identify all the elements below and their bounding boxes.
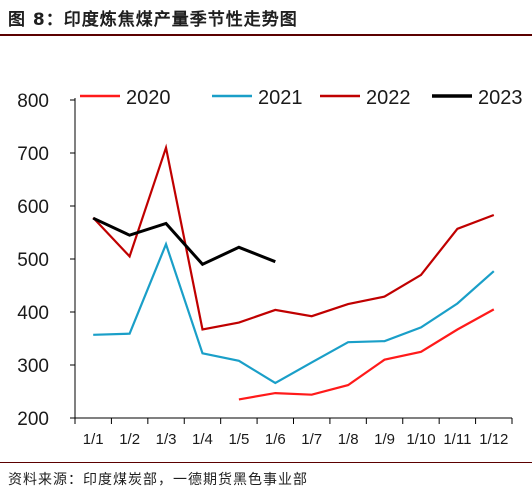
series-line-2023 bbox=[92, 216, 276, 267]
x-tick-label: 1/9 bbox=[374, 431, 395, 448]
x-tick-label: 1/2 bbox=[119, 431, 140, 448]
x-tick-label: 1/4 bbox=[192, 431, 213, 448]
legend-label-2023: 2023 bbox=[478, 87, 523, 109]
series-line-2020 bbox=[238, 308, 495, 401]
x-tick-label: 1/7 bbox=[301, 431, 322, 448]
series-line-2021 bbox=[93, 241, 495, 385]
legend-label-2020: 2020 bbox=[126, 87, 171, 109]
chart-area: 200 300 400 500 600 700 800 1/1 1/2 1/3 1/4 1/5 1/6 1… bbox=[0, 38, 532, 458]
y-tick-label: 300 bbox=[17, 356, 49, 377]
legend-label-2022: 2022 bbox=[366, 87, 411, 109]
x-tick-label: 1/11 bbox=[443, 431, 471, 448]
x-tick-label: 1/6 bbox=[265, 431, 286, 448]
y-tick-label: 500 bbox=[17, 250, 49, 271]
y-tick-label: 600 bbox=[17, 197, 49, 218]
source-divider bbox=[0, 462, 532, 463]
x-tick-label: 1/3 bbox=[156, 431, 177, 448]
title-divider bbox=[0, 34, 532, 36]
legend-label-2021: 2021 bbox=[258, 87, 303, 109]
x-tick-label: 1/1 bbox=[83, 431, 104, 448]
x-tick-label: 1/8 bbox=[338, 431, 359, 448]
figure-header: 图 8：印度炼焦煤产量季节性走势图 bbox=[0, 0, 532, 36]
x-tick-label: 1/5 bbox=[228, 431, 249, 448]
line-chart: 200 300 400 500 600 700 800 1/1 1/2 1/3 1/4 1/5 1/6 1… bbox=[17, 87, 523, 448]
figure-title: 图 8：印度炼焦煤产量季节性走势图 bbox=[8, 10, 298, 30]
y-tick-label: 800 bbox=[17, 91, 49, 112]
series-line-2022 bbox=[92, 143, 495, 331]
x-tick-label: 1/10 bbox=[406, 431, 435, 448]
x-tick-label: 1/12 bbox=[479, 431, 508, 448]
y-tick-label: 400 bbox=[17, 303, 49, 324]
source-note: 资料来源：印度煤炭部，一德期货黑色事业部 bbox=[8, 472, 308, 488]
y-tick-label: 700 bbox=[17, 144, 49, 165]
y-tick-label: 200 bbox=[17, 409, 49, 430]
